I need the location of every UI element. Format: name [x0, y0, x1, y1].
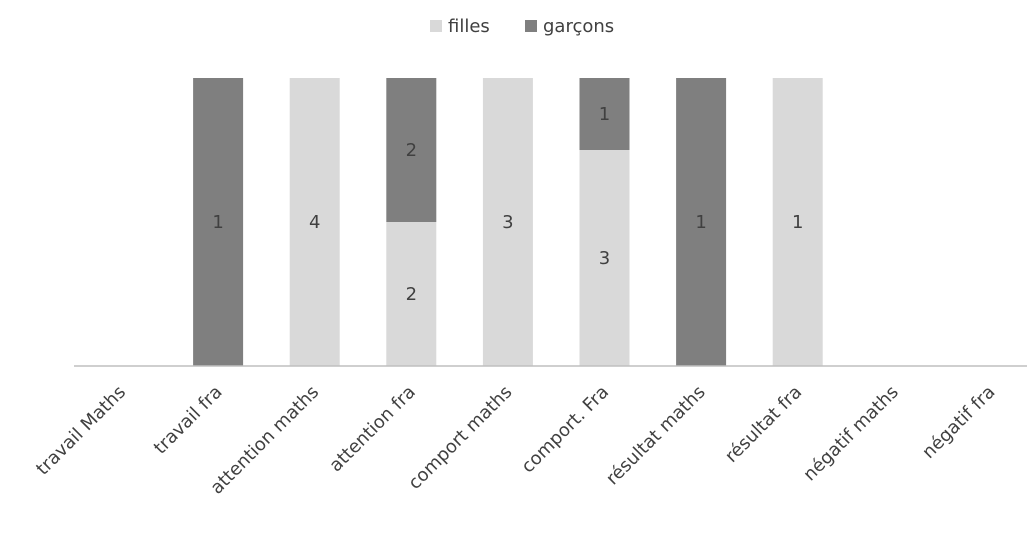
x-tick-label-0: travail Maths — [32, 382, 130, 480]
legend-swatch-garcons — [525, 20, 537, 32]
x-tick-label-8: négatif maths — [799, 382, 903, 486]
x-tick-label-7: résultat fra — [721, 382, 806, 467]
data-label-filles-5: 3 — [599, 248, 610, 269]
data-label-filles-3: 2 — [406, 284, 417, 305]
bars — [193, 78, 823, 366]
bar-segment-filles-7 — [772, 78, 823, 366]
legend-swatch-filles — [430, 20, 442, 32]
bar-segment-garcons-1 — [193, 78, 244, 366]
bar-segment-filles-5 — [579, 150, 630, 366]
legend: filles garçons — [430, 16, 614, 37]
x-tick-label-3: attention fra — [325, 382, 419, 476]
x-tick-label-9: négatif fra — [918, 382, 999, 463]
legend-label-filles: filles — [448, 16, 490, 37]
data-label-garcons-1: 1 — [212, 212, 223, 233]
x-tick-label-6: résultat maths — [602, 382, 710, 490]
bar-segment-filles-3 — [386, 222, 437, 366]
data-label-garcons-6: 1 — [695, 212, 706, 233]
legend-label-garcons: garçons — [543, 16, 614, 37]
data-label-garcons-3: 2 — [406, 140, 417, 161]
bar-segment-filles-4 — [482, 78, 533, 366]
x-tick-label-4: comport maths — [404, 382, 516, 494]
bar-segment-garcons-5 — [579, 78, 630, 150]
data-label-garcons-5: 1 — [599, 104, 610, 125]
bar-segment-filles-2 — [289, 78, 340, 366]
bar-segment-garcons-3 — [386, 78, 437, 222]
data-labels: 1 4 2 2 3 3 1 1 1 — [212, 104, 803, 305]
data-label-filles-2: 4 — [309, 212, 320, 233]
data-label-filles-7: 1 — [792, 212, 803, 233]
x-tick-label-1: travail fra — [150, 382, 227, 459]
bar-segment-garcons-6 — [676, 78, 727, 366]
x-tick-label-5: comport. Fra — [517, 382, 613, 478]
data-label-filles-4: 3 — [502, 212, 513, 233]
